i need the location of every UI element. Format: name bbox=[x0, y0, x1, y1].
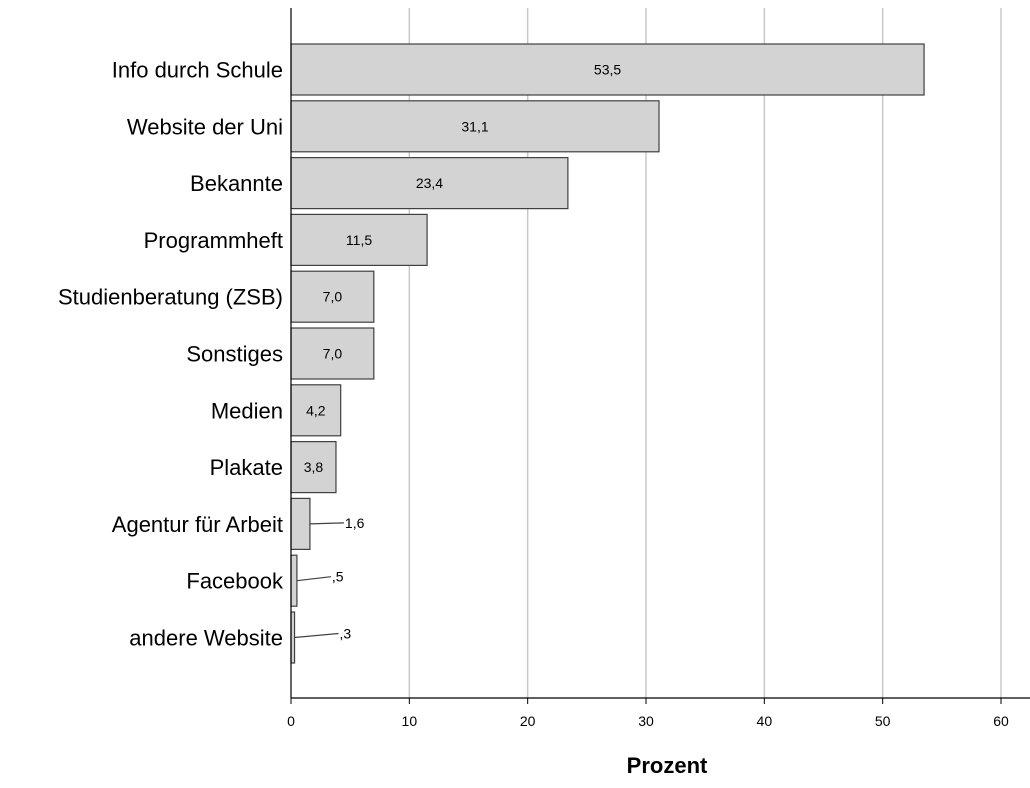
value-label: 7,0 bbox=[323, 289, 343, 305]
axes bbox=[290, 8, 1030, 704]
bar bbox=[290, 327, 375, 380]
x-tick-label: 50 bbox=[875, 713, 891, 729]
value-label: 4,2 bbox=[306, 402, 326, 418]
bar bbox=[290, 441, 337, 494]
x-axis-title: Prozent bbox=[627, 753, 708, 778]
x-tick-label: 20 bbox=[520, 713, 536, 729]
value-label: 1,6 bbox=[345, 515, 365, 531]
bar bbox=[290, 384, 342, 437]
value-leader-line bbox=[296, 576, 331, 582]
value-label: 7,0 bbox=[323, 346, 343, 362]
x-tick-label: 60 bbox=[993, 713, 1009, 729]
value-label: 31,1 bbox=[461, 118, 488, 134]
bar bbox=[290, 43, 925, 96]
value-leader-line bbox=[309, 522, 344, 525]
bar bbox=[290, 213, 428, 266]
category-label: Agentur für Arbeit bbox=[112, 512, 283, 537]
category-label: Info durch Schule bbox=[112, 58, 283, 83]
value-label: 53,5 bbox=[594, 62, 621, 78]
x-tick-label: 10 bbox=[402, 713, 418, 729]
category-label: Facebook bbox=[186, 569, 284, 594]
value-leader-line bbox=[294, 632, 339, 639]
category-label: Bekannte bbox=[190, 171, 283, 196]
value-label: ,3 bbox=[340, 626, 352, 642]
x-tick-label: 40 bbox=[757, 713, 773, 729]
bar bbox=[290, 554, 298, 607]
category-label: Studienberatung (ZSB) bbox=[58, 285, 283, 310]
labels: 0 10 20 30 40 50 60 Info durch Schule 53,5 Websit… bbox=[58, 58, 1009, 730]
category-label: Website der Uni bbox=[127, 114, 283, 139]
value-label: 11,5 bbox=[346, 232, 372, 248]
bar bbox=[290, 497, 311, 550]
value-label: 3,8 bbox=[304, 459, 324, 475]
category-label: Plakate bbox=[210, 455, 283, 480]
bar bbox=[290, 270, 375, 323]
value-label: ,5 bbox=[332, 569, 344, 585]
x-tick-label: 30 bbox=[638, 713, 654, 729]
category-label: Sonstiges bbox=[186, 342, 283, 367]
category-label: andere Website bbox=[129, 626, 283, 651]
category-label: Medien bbox=[211, 398, 283, 423]
x-tick-label: 0 bbox=[287, 713, 295, 729]
bar bbox=[290, 157, 569, 210]
value-label: 23,4 bbox=[416, 175, 443, 191]
bars bbox=[290, 43, 925, 664]
category-label: Programmheft bbox=[144, 228, 283, 253]
